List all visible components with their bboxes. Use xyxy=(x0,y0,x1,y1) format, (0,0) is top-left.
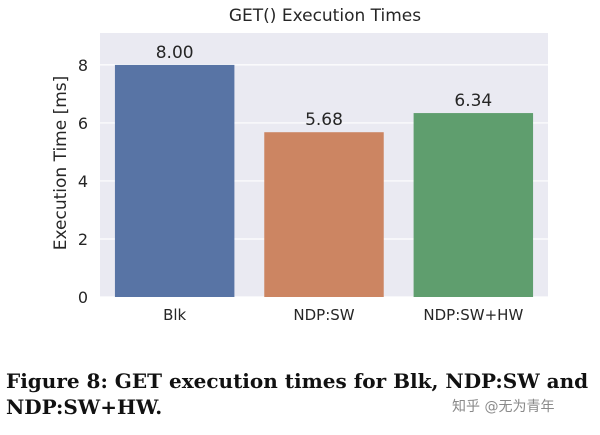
y-tick-label: 4 xyxy=(78,172,88,191)
y-tick-label: 2 xyxy=(78,230,88,249)
x-tick-label: NDP:SW+HW xyxy=(423,306,523,324)
bar-ndp-sw xyxy=(264,132,384,297)
figure-caption: Figure 8: GET execution times for Blk, N… xyxy=(6,369,589,419)
bar-value-label: 6.34 xyxy=(454,91,492,111)
x-tick-label: Blk xyxy=(163,306,186,324)
bar-chart: 8.00 5.68 6.34 0 2 4 6 8 Blk NDP:SW NDP:SW+HW GE… xyxy=(51,6,548,324)
bar-ndp-sw-hw xyxy=(413,113,534,297)
y-axis-label: Execution Time [ms] xyxy=(51,76,71,251)
x-axis-ticks: Blk NDP:SW NDP:SW+HW xyxy=(163,306,523,324)
y-tick-label: 6 xyxy=(78,114,88,133)
data-labels: 8.00 5.68 6.34 xyxy=(156,43,493,130)
bar-value-label: 5.68 xyxy=(305,110,343,130)
bar-blk xyxy=(114,64,235,298)
watermark: 知乎 @无为青年 xyxy=(452,399,555,415)
y-axis-ticks: 0 2 4 6 8 xyxy=(78,56,88,307)
bars xyxy=(114,64,534,298)
x-tick-label: NDP:SW xyxy=(293,306,354,324)
y-tick-label: 0 xyxy=(78,288,88,307)
y-tick-label: 8 xyxy=(78,56,88,75)
chart-title: GET() Execution Times xyxy=(229,6,421,26)
bar-value-label: 8.00 xyxy=(156,43,194,63)
